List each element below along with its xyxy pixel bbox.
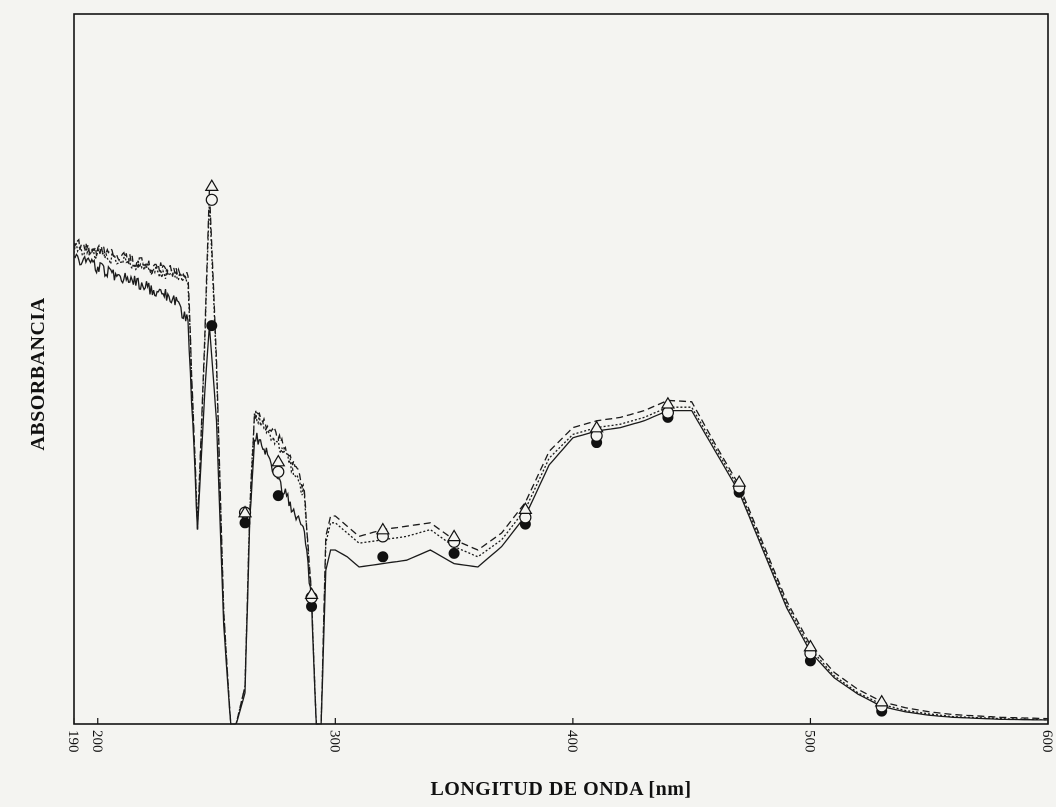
- data-point-open-triangle: [589, 420, 604, 433]
- data-point-open-triangle: [732, 474, 747, 487]
- series-line-filled-circle: [73, 253, 1049, 725]
- series-line-open-circle: [73, 199, 1049, 725]
- marker-layer: [204, 179, 889, 717]
- x-axis-title: LONGITUD DE ONDA [nm]: [430, 778, 691, 800]
- y-axis-title: ABSORBANCIA: [27, 297, 49, 450]
- data-point-open-circle: [205, 193, 218, 206]
- x-tick-label: 400: [564, 730, 580, 753]
- data-point-filled-circle: [377, 551, 389, 563]
- x-tick-label: 600: [1039, 730, 1055, 753]
- data-point-open-triangle: [304, 587, 319, 600]
- data-point-open-circle: [272, 465, 285, 478]
- data-point-filled-circle: [448, 547, 460, 559]
- x-axis-ticks: 190 200 300 400 500 600: [65, 718, 1055, 753]
- data-point-filled-circle: [206, 320, 218, 332]
- series-line-open-triangle: [73, 189, 1049, 725]
- data-point-filled-circle: [239, 517, 251, 529]
- data-point-open-triangle: [660, 396, 675, 409]
- data-point-open-triangle: [874, 694, 889, 707]
- data-point-open-triangle: [204, 179, 219, 191]
- data-point-open-triangle: [518, 502, 533, 515]
- data-point-filled-circle: [272, 490, 284, 502]
- data-point-open-triangle: [803, 639, 818, 652]
- x-tick-label: 200: [89, 730, 105, 753]
- x-tick-label: 500: [801, 730, 817, 753]
- x-tick-label: 190: [65, 730, 81, 753]
- plot-frame: [73, 13, 1049, 725]
- series-layer: [73, 189, 1049, 725]
- x-tick-label: 300: [326, 730, 342, 753]
- data-point-open-triangle: [375, 522, 390, 535]
- data-point-open-circle: [661, 406, 675, 419]
- data-point-open-triangle: [237, 505, 253, 518]
- data-point-open-triangle: [447, 529, 462, 542]
- data-point-open-triangle: [271, 454, 286, 467]
